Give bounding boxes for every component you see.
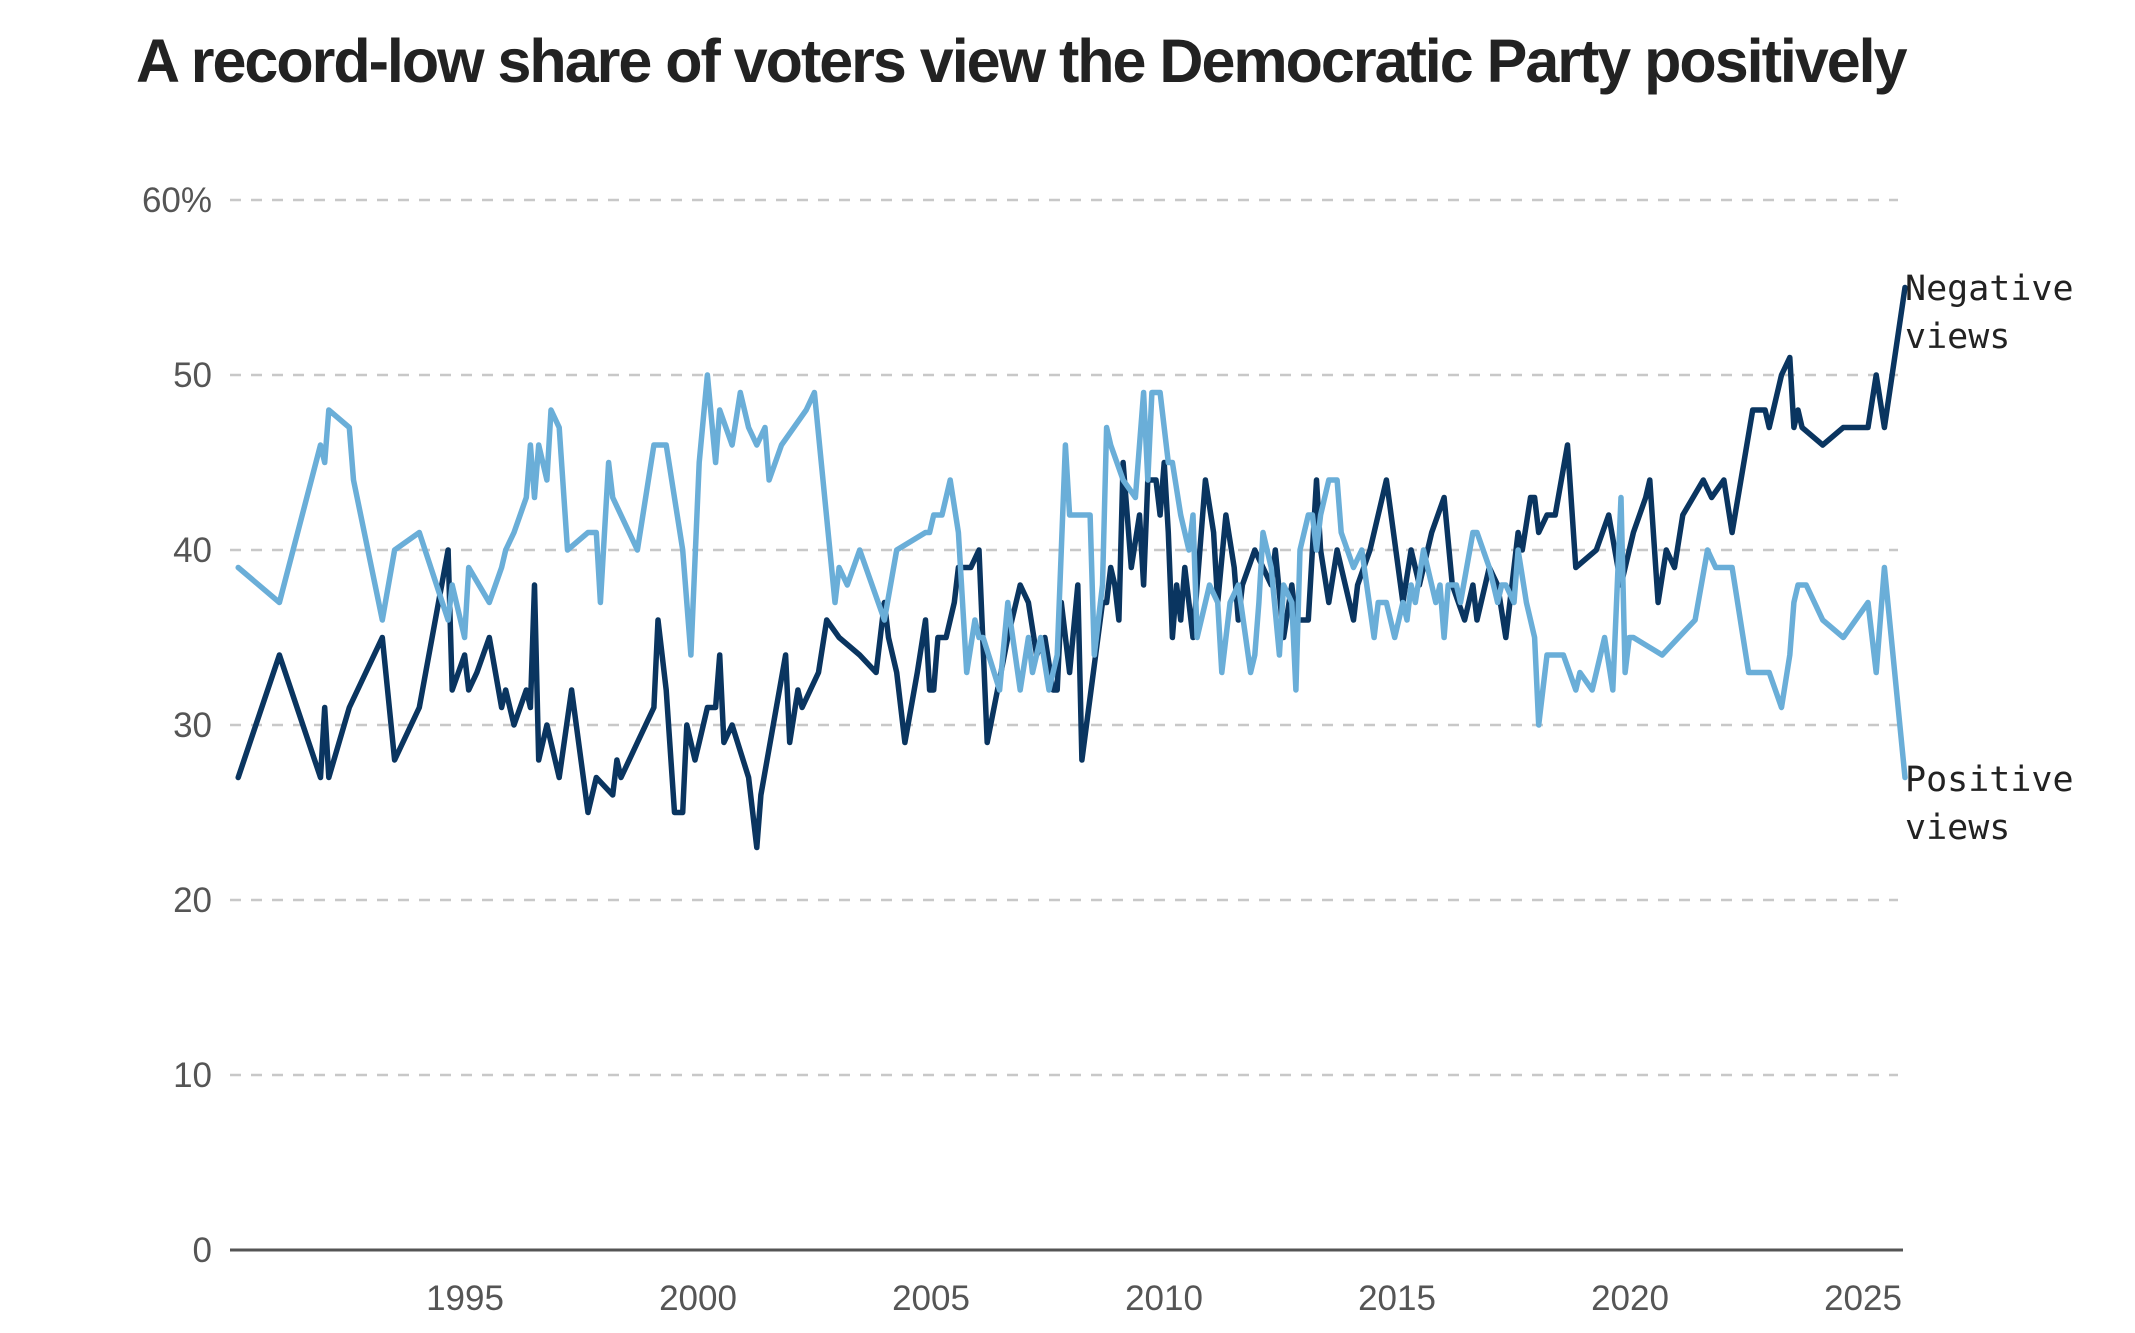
series-labels: Negative views Positive views <box>1905 269 2074 848</box>
positive-views-label: Positive <box>1905 760 2074 800</box>
y-tick-label: 40 <box>173 531 212 570</box>
x-tick-label: 2000 <box>659 1279 737 1318</box>
y-tick-label: 0 <box>193 1231 212 1270</box>
negative-views-label: views <box>1905 317 2010 357</box>
negative-views-label: Negative <box>1905 269 2074 309</box>
x-tick-label: 2010 <box>1125 1279 1203 1318</box>
y-tick-label: 50 <box>173 356 212 395</box>
series-lines <box>235 284 1908 851</box>
negative-views-line <box>235 284 1908 851</box>
x-tick-label: 2025 <box>1824 1279 1902 1318</box>
y-tick-label: 10 <box>173 1056 212 1095</box>
chart-title: A record-low share of voters view the De… <box>136 27 1908 95</box>
x-tick-label: 2005 <box>892 1279 970 1318</box>
x-axis-ticks: 1995 2000 2005 2010 2015 2020 2025 <box>426 1279 1902 1318</box>
positive-views-line <box>235 372 1908 781</box>
x-tick-label: 2020 <box>1591 1279 1669 1318</box>
y-axis-ticks: 0 10 20 30 40 50 60% <box>142 181 212 1270</box>
x-tick-label: 2015 <box>1358 1279 1436 1318</box>
y-tick-label: 30 <box>173 706 212 745</box>
positive-views-label: views <box>1905 808 2010 848</box>
y-tick-label: 20 <box>173 881 212 920</box>
y-tick-label: 60% <box>142 181 212 220</box>
x-tick-label: 1995 <box>426 1279 504 1318</box>
